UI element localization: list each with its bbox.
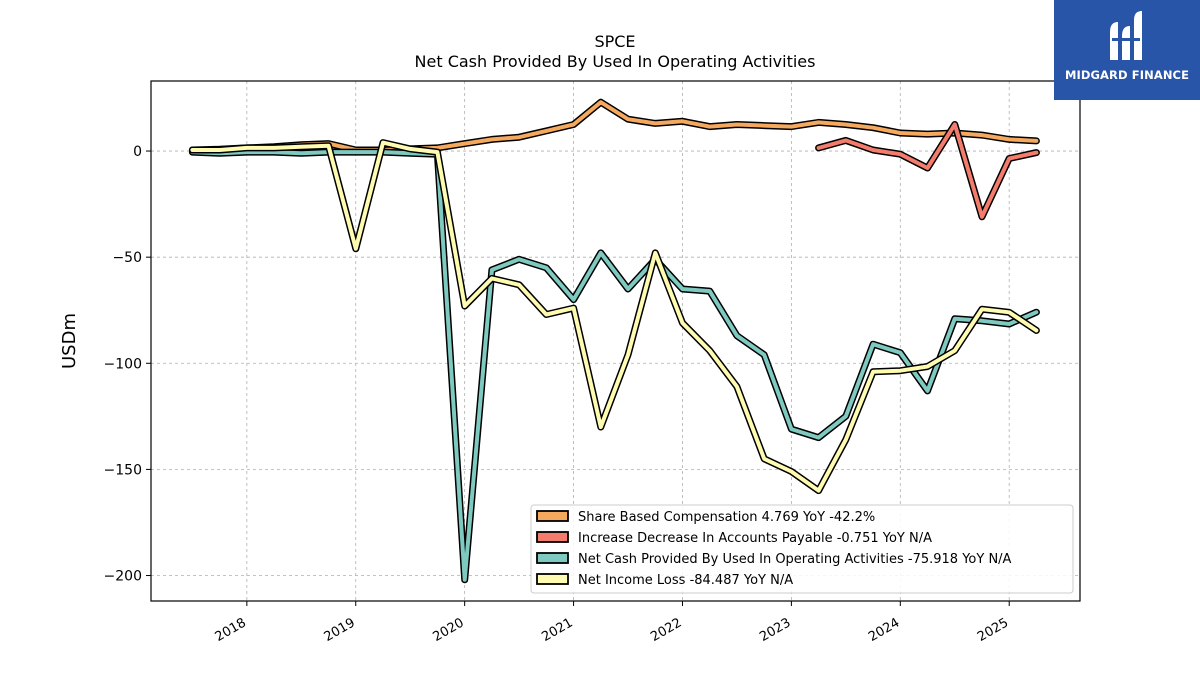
- legend-entry: Share Based Compensation 4.769 YoY -42.2…: [578, 510, 875, 525]
- legend-swatch: [536, 552, 569, 564]
- x-tick-label: 2025: [975, 615, 1011, 645]
- legend-swatch: [536, 510, 569, 522]
- chart-subtitle: Net Cash Provided By Used In Operating A…: [415, 52, 816, 71]
- y-tick-label: −100: [104, 356, 142, 372]
- y-tick-label: −200: [104, 569, 142, 585]
- legend-box: [530, 504, 1074, 594]
- series-line: [190, 100, 1039, 152]
- midgard-logo-icon: [1110, 11, 1142, 60]
- x-tick-label: 2021: [539, 615, 575, 645]
- legend-swatch: [536, 573, 569, 585]
- series-outline: [188, 139, 1040, 495]
- y-tick-label: 0: [133, 144, 142, 160]
- x-tick-label: 2023: [757, 615, 793, 645]
- legend: Share Based Compensation 4.769 YoY -42.2…: [530, 504, 1074, 594]
- x-tick-label: 2024: [866, 615, 902, 645]
- legend-entry: Net Income Loss -84.487 YoY N/A: [578, 573, 793, 588]
- legend-entry: Net Cash Provided By Used In Operating A…: [578, 552, 1012, 567]
- series-line: [816, 122, 1039, 219]
- y-tick-label: −50: [112, 250, 142, 266]
- series-lines: [188, 98, 1040, 584]
- brand-logo: MIDGARD FINANCE: [1054, 0, 1200, 100]
- series-line: [190, 140, 1039, 493]
- y-axis-label: USDm: [59, 313, 80, 369]
- y-tick-label: −150: [104, 462, 142, 478]
- chart-title: SPCE: [594, 32, 635, 51]
- x-tick-label: 2018: [213, 615, 249, 645]
- legend-swatch: [536, 531, 569, 543]
- x-tick-label: 2020: [431, 615, 467, 645]
- x-tick-label: 2022: [648, 615, 684, 645]
- legend-entry: Increase Decrease In Accounts Payable -0…: [578, 531, 932, 546]
- x-tick-label: 2019: [322, 615, 358, 645]
- plot-frame: [150, 80, 1081, 602]
- brand-name: MIDGARD FINANCE: [1064, 68, 1190, 82]
